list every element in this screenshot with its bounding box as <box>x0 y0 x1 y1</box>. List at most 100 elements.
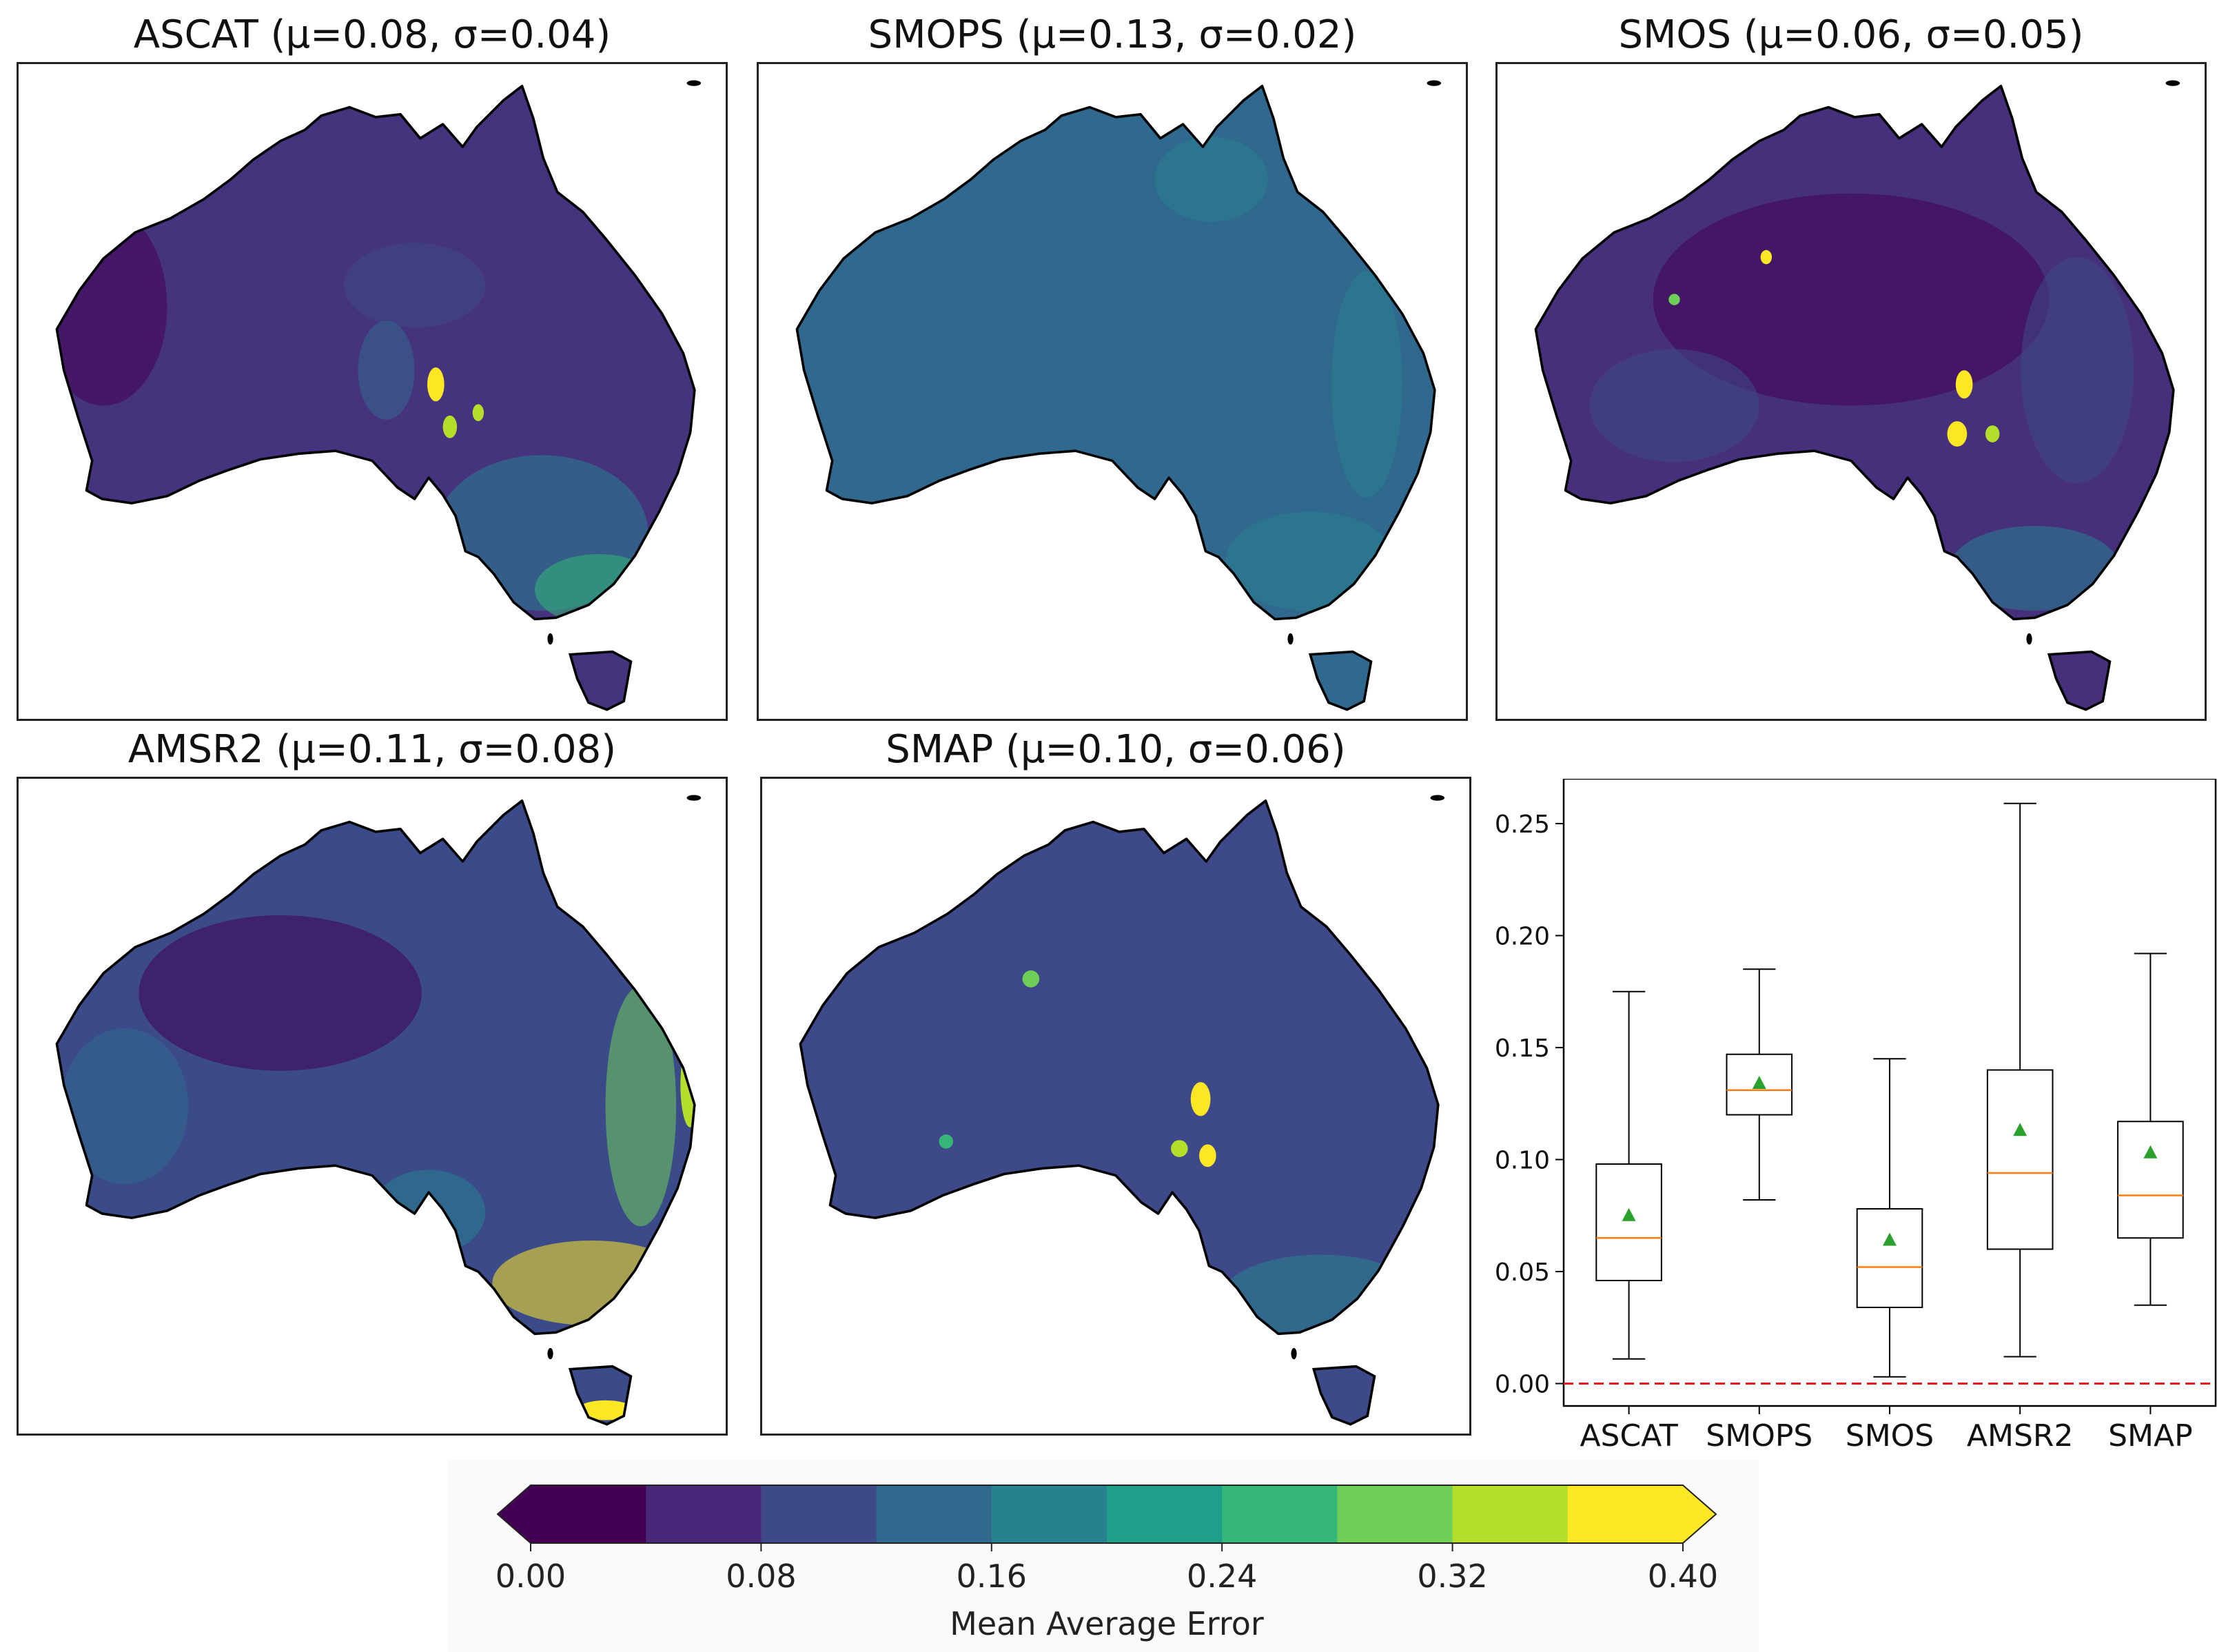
iqr-box <box>1986 1069 2054 1250</box>
colorbar-segment <box>761 1485 877 1543</box>
y-tick-label: 0.20 <box>1495 923 1550 951</box>
error-region <box>1331 271 1402 498</box>
colorbar-tick-label: 0.32 <box>1417 1558 1487 1595</box>
error-field <box>57 207 662 625</box>
colorbar-segment <box>1222 1485 1338 1543</box>
error-region <box>57 207 167 406</box>
colorbar-segment <box>1337 1485 1453 1543</box>
x-tick-label: SMOS <box>1846 1418 1934 1454</box>
mean-marker <box>1752 1076 1766 1089</box>
colorbar-extend-low <box>498 1485 531 1543</box>
error-hotspot <box>58 1178 79 1204</box>
error-hotspot <box>1190 1082 1211 1116</box>
mainland-coastline <box>55 799 696 1336</box>
map-title-smos: SMOS (μ=0.06, σ=0.05) <box>1618 12 2084 57</box>
colorbar-extend-high <box>1683 1485 1716 1543</box>
error-hotspot <box>1985 425 2000 442</box>
error-field <box>900 136 1402 611</box>
map-title-ascat: ASCAT (μ=0.08, σ=0.04) <box>133 12 611 57</box>
colorbar-segment <box>1567 1485 1684 1543</box>
tasmania-coastline <box>1311 1365 1376 1426</box>
island <box>547 633 553 645</box>
colorbar-segment <box>876 1485 992 1543</box>
error-region <box>1950 525 2120 611</box>
island <box>1291 1347 1297 1360</box>
map-title-smap: SMAP (μ=0.10, σ=0.06) <box>886 727 1346 772</box>
island <box>2026 633 2032 645</box>
island <box>1430 795 1445 801</box>
australia-map-amsr2 <box>55 795 702 1426</box>
tasmania-coastline <box>1308 650 1373 711</box>
x-tick-label: SMOPS <box>1706 1418 1812 1454</box>
error-hotspot <box>680 1042 695 1128</box>
y-tick-label: 0.10 <box>1495 1147 1550 1175</box>
error-hotspot <box>577 1400 634 1420</box>
island <box>686 80 702 86</box>
error-field <box>1589 193 2134 611</box>
colorbar-segment <box>991 1485 1107 1543</box>
mainland-coastline <box>795 84 1436 621</box>
mean-marker <box>1622 1207 1636 1221</box>
x-tick-label: AMSR2 <box>1967 1418 2074 1454</box>
error-region <box>900 207 1212 434</box>
error-region <box>1010 1205 1180 1290</box>
map-panel-smap <box>760 777 1471 1436</box>
mainland-coastline <box>1534 84 2175 621</box>
australia-map-smos <box>1534 80 2180 711</box>
iqr-box <box>1595 1163 1662 1281</box>
error-region <box>61 1028 189 1184</box>
island <box>686 795 702 801</box>
mainland-coastline <box>55 84 696 621</box>
error-hotspot <box>427 367 445 402</box>
error-region <box>534 553 662 625</box>
australia-map-ascat <box>55 80 702 711</box>
mean-marker <box>2013 1123 2027 1136</box>
colorbar-segment <box>531 1485 646 1543</box>
error-hotspot <box>1171 1140 1188 1157</box>
mean-marker <box>2143 1145 2158 1159</box>
island <box>1427 80 1442 86</box>
boxplot-chart: 0.00 0.05 0.10 0.15 0.20 0.25 ASCAT SMOPS SMOS AM… <box>1495 779 2217 1454</box>
error-region <box>372 1170 486 1255</box>
box-smap <box>2117 952 2184 1306</box>
error-hotspot <box>1199 1144 1216 1167</box>
x-tick-label: ASCAT <box>1580 1418 1677 1454</box>
island <box>2165 80 2180 86</box>
colorbar: 0.00 0.08 0.16 0.24 0.32 0.40 Mean Average Err… <box>495 1485 1718 1642</box>
mean-marker <box>1883 1232 1897 1246</box>
error-hotspot <box>1668 294 1680 305</box>
iqr-box <box>2117 1121 2184 1239</box>
map-title-smops: SMOPS (μ=0.13, σ=0.02) <box>868 12 1357 57</box>
y-tick-label: 0.25 <box>1495 810 1550 839</box>
island <box>547 1347 553 1360</box>
mainland-coastline <box>799 799 1440 1336</box>
x-tick-label: SMAP <box>2108 1418 2193 1454</box>
island <box>1287 633 1294 645</box>
tasmania-coastline <box>568 1365 633 1426</box>
error-hotspot <box>442 415 458 438</box>
tasmania-coastline <box>2047 650 2112 711</box>
iqr-box <box>1856 1208 1923 1308</box>
map-panel-smos <box>1495 62 2207 721</box>
error-hotspot <box>1760 249 1772 265</box>
colorbar-tick-label: 0.40 <box>1648 1558 1718 1595</box>
australia-map-smap <box>799 795 1445 1426</box>
error-region <box>896 972 1265 1199</box>
box-smos <box>1856 1058 1923 1378</box>
australia-map-smops <box>795 80 1442 711</box>
error-region <box>492 1240 691 1326</box>
error-region <box>343 243 486 328</box>
error-region <box>1653 193 2050 406</box>
tasmania-coastline <box>568 650 633 711</box>
colorbar-tick-label: 0.00 <box>495 1558 566 1595</box>
colorbar-segment <box>646 1485 762 1543</box>
map-title-amsr2: AMSR2 (μ=0.11, σ=0.08) <box>127 727 617 772</box>
box-amsr2 <box>1986 802 2054 1358</box>
colorbar-segment <box>1452 1485 1569 1543</box>
y-tick-label: 0.15 <box>1495 1034 1550 1063</box>
map-panel-amsr2 <box>17 777 728 1436</box>
error-region <box>358 320 415 420</box>
error-hotspot <box>1947 421 1968 447</box>
error-region <box>2021 257 2134 484</box>
colorbar-label: Mean Average Error <box>950 1605 1264 1642</box>
